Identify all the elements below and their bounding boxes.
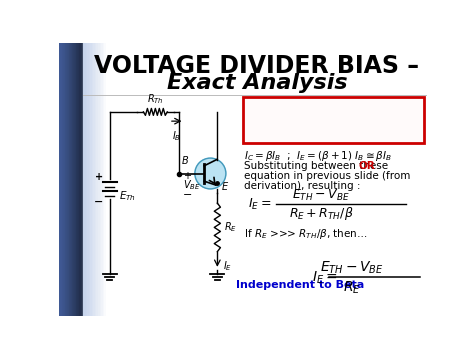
Bar <box>59 43 66 316</box>
Bar <box>59 43 82 316</box>
Text: $B$: $B$ <box>181 154 189 166</box>
Text: VOLTAGE DIVIDER BIAS –: VOLTAGE DIVIDER BIAS – <box>94 54 419 78</box>
Bar <box>59 43 70 316</box>
Text: equation in previous slide (from: equation in previous slide (from <box>244 171 410 181</box>
Bar <box>59 43 73 316</box>
Text: OR: OR <box>358 161 375 171</box>
Bar <box>59 43 81 316</box>
Bar <box>59 43 103 316</box>
Bar <box>59 43 86 316</box>
Bar <box>59 43 63 316</box>
Text: $I_E$: $I_E$ <box>223 259 232 273</box>
Bar <box>59 43 69 316</box>
Text: +: + <box>95 172 103 182</box>
Bar <box>59 43 90 316</box>
Bar <box>59 43 100 316</box>
Bar <box>59 43 89 316</box>
Bar <box>59 43 69 316</box>
Bar <box>59 43 101 316</box>
Text: $E_{Th}$: $E_{Th}$ <box>119 189 136 203</box>
Bar <box>59 43 93 316</box>
Bar <box>59 43 79 316</box>
Text: $E_{TH} - V_{BE}$: $E_{TH} - V_{BE}$ <box>316 103 373 118</box>
Text: $E_{TH} - V_{BE}$: $E_{TH} - V_{BE}$ <box>292 188 350 203</box>
Text: $R_E$: $R_E$ <box>343 280 361 296</box>
Text: $R_E + R_{TH} / \beta$: $R_E + R_{TH} / \beta$ <box>289 205 354 222</box>
Bar <box>59 43 64 316</box>
Bar <box>59 43 95 316</box>
Bar <box>59 43 61 316</box>
FancyBboxPatch shape <box>243 97 424 143</box>
Bar <box>59 43 104 316</box>
Bar <box>59 43 75 316</box>
Text: $I_B$: $I_B$ <box>172 129 181 143</box>
Bar <box>59 43 65 316</box>
Bar <box>59 43 60 316</box>
Bar <box>59 43 92 316</box>
Bar <box>59 43 67 316</box>
Bar <box>59 43 82 316</box>
Bar <box>59 43 68 316</box>
Bar <box>59 43 78 316</box>
Text: $R_{TH} + (\beta + 1)R_E$: $R_{TH} + (\beta + 1)R_E$ <box>298 124 391 141</box>
Bar <box>59 43 75 316</box>
Text: $R_{Th}$: $R_{Th}$ <box>147 92 164 106</box>
Bar <box>59 43 64 316</box>
Text: Independent to Beta: Independent to Beta <box>236 280 364 290</box>
Text: $I_E =$: $I_E =$ <box>312 269 337 286</box>
Bar <box>59 43 73 316</box>
Text: $R_E$: $R_E$ <box>224 220 237 234</box>
Text: $I_B =$: $I_B =$ <box>251 114 275 129</box>
Bar <box>59 43 71 316</box>
Text: Exact Analysis: Exact Analysis <box>166 73 347 93</box>
Bar <box>59 43 77 316</box>
Bar <box>59 43 80 316</box>
Text: $I_C = \beta I_B$  ;  $I_E = (\beta + 1)$ $I_B \cong \beta I_B$: $I_C = \beta I_B$ ; $I_E = (\beta + 1)$ … <box>244 149 392 163</box>
Bar <box>59 43 63 316</box>
Bar <box>59 43 106 316</box>
Bar <box>59 43 76 316</box>
Text: derivation), resulting :: derivation), resulting : <box>244 181 360 191</box>
Text: $V_{BE}$: $V_{BE}$ <box>183 178 201 192</box>
Text: Substituting between these: Substituting between these <box>244 161 391 171</box>
Bar <box>59 43 74 316</box>
Bar <box>59 43 62 316</box>
Text: +: + <box>183 171 191 181</box>
Text: $I_E =$: $I_E =$ <box>247 197 271 212</box>
Text: −: − <box>94 197 103 207</box>
Text: −: − <box>183 190 192 200</box>
Bar <box>59 43 72 316</box>
Bar <box>59 43 96 316</box>
Text: If $R_E$ >>> $R_{TH}/\beta$, then…: If $R_E$ >>> $R_{TH}/\beta$, then… <box>244 228 367 241</box>
Circle shape <box>195 158 226 189</box>
Bar <box>59 43 80 316</box>
Bar <box>59 43 87 316</box>
Text: $E_{TH} - V_{BE}$: $E_{TH} - V_{BE}$ <box>320 259 384 275</box>
Text: $E$: $E$ <box>221 180 229 192</box>
Bar <box>59 43 98 316</box>
Bar <box>59 43 84 316</box>
